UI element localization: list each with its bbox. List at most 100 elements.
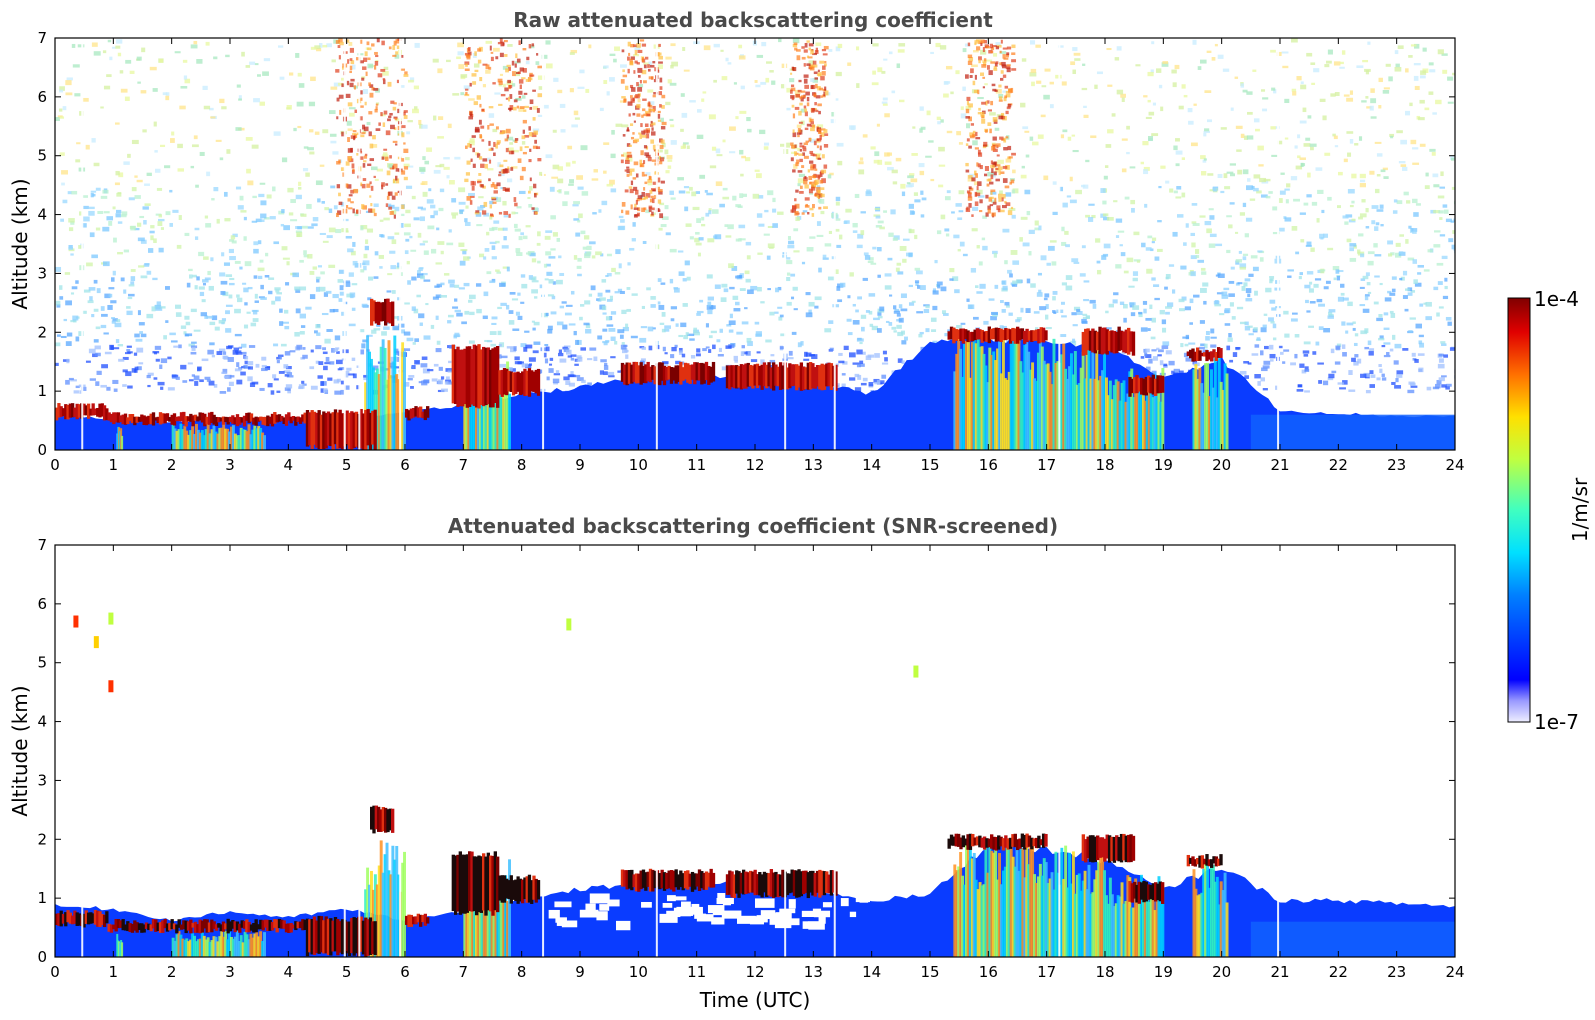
noise-pixel	[426, 199, 434, 204]
noise-pixel	[1045, 314, 1049, 320]
noise-pixel	[1337, 296, 1344, 302]
noise-pixel	[478, 253, 485, 258]
noise-pixel	[529, 252, 536, 257]
noise-pixel	[1271, 87, 1276, 91]
noise-pixel	[410, 386, 414, 389]
noise-pixel	[661, 361, 669, 364]
noise-pixel	[539, 284, 544, 289]
noise-pixel	[1317, 189, 1324, 194]
noise-pixel	[525, 344, 533, 349]
noise-pixel	[219, 157, 224, 161]
noise-pixel	[816, 138, 822, 142]
noise-pixel	[1116, 46, 1122, 51]
noise-pixel	[570, 357, 575, 361]
noise-pixel	[276, 292, 282, 295]
noise-pixel	[361, 186, 366, 189]
noise-pixel	[384, 368, 390, 371]
noise-pixel	[519, 106, 525, 109]
noise-pixel	[513, 99, 518, 103]
noise-pixel	[621, 96, 626, 99]
noise-pixel	[382, 122, 386, 127]
noise-pixel	[381, 331, 387, 336]
noise-pixel	[674, 344, 678, 348]
noise-pixel	[1249, 198, 1256, 201]
noise-pixel	[548, 368, 554, 373]
noise-pixel	[585, 323, 591, 329]
noise-pixel	[987, 109, 992, 112]
noise-pixel	[363, 374, 368, 378]
noise-pixel	[628, 144, 632, 147]
noise-pixel	[821, 48, 827, 52]
noise-pixel	[1036, 292, 1043, 297]
noise-pixel	[153, 121, 157, 127]
noise-pixel	[1002, 47, 1008, 50]
noise-pixel	[375, 103, 379, 106]
noise-pixel	[154, 304, 161, 310]
precipitation-shaft	[1136, 377, 1140, 450]
noise-pixel	[440, 376, 445, 380]
noise-pixel	[868, 293, 876, 297]
noise-pixel	[398, 323, 405, 328]
noise-pixel	[303, 250, 307, 256]
noise-pixel	[1423, 302, 1427, 305]
noise-pixel	[1158, 185, 1162, 189]
noise-pixel	[1376, 317, 1383, 322]
noise-pixel	[1003, 137, 1007, 143]
noise-pixel	[375, 54, 379, 58]
noise-pixel	[374, 108, 378, 113]
noise-pixel	[360, 182, 363, 186]
noise-pixel	[812, 78, 819, 83]
noise-pixel	[531, 320, 535, 323]
noise-pixel	[94, 345, 101, 350]
noise-pixel	[1107, 216, 1114, 221]
noise-pixel	[144, 263, 150, 266]
noise-pixel	[813, 140, 817, 146]
noise-pixel	[202, 282, 207, 286]
noise-pixel	[738, 238, 742, 242]
noise-pixel	[809, 207, 814, 211]
noise-pixel	[500, 93, 506, 97]
noise-pixel	[697, 252, 701, 257]
noise-pixel	[320, 388, 324, 393]
noise-pixel	[498, 84, 502, 87]
noise-pixel	[1160, 106, 1164, 112]
noise-pixel	[403, 74, 409, 77]
noise-pixel	[234, 333, 242, 337]
noise-pixel	[806, 40, 810, 43]
noise-pixel	[352, 133, 356, 136]
noise-pixel	[647, 64, 650, 68]
noise-pixel	[238, 98, 242, 101]
noise-pixel	[322, 129, 329, 134]
noise-pixel	[824, 63, 827, 67]
noise-pixel	[68, 227, 74, 232]
noise-pixel	[1303, 143, 1311, 147]
noise-pixel	[843, 345, 849, 351]
noise-pixel	[435, 294, 442, 298]
noise-pixel	[234, 308, 241, 314]
noise-pixel	[992, 162, 997, 168]
noise-pixel	[799, 190, 804, 194]
noise-pixel	[640, 123, 643, 128]
noise-pixel	[814, 296, 822, 301]
noise-pixel	[1231, 316, 1236, 320]
noise-pixel	[273, 131, 281, 136]
noise-pixel	[1306, 194, 1312, 198]
noise-pixel	[1261, 367, 1268, 372]
noise-pixel	[205, 223, 212, 228]
noise-pixel	[705, 212, 710, 217]
noise-pixel	[286, 261, 290, 266]
noise-pixel	[418, 381, 422, 384]
noise-pixel	[1384, 297, 1392, 302]
noise-pixel	[1305, 137, 1311, 141]
noise-pixel	[73, 390, 79, 394]
noise-pixel	[860, 230, 865, 236]
noise-pixel	[388, 115, 392, 118]
noise-pixel	[1278, 198, 1283, 203]
noise-pixel	[1033, 311, 1040, 314]
noise-pixel	[805, 140, 810, 143]
noise-pixel	[896, 262, 902, 266]
noise-pixel	[130, 281, 135, 285]
noise-pixel	[1043, 297, 1048, 301]
noise-pixel	[632, 112, 636, 116]
noise-pixel	[1311, 201, 1318, 206]
